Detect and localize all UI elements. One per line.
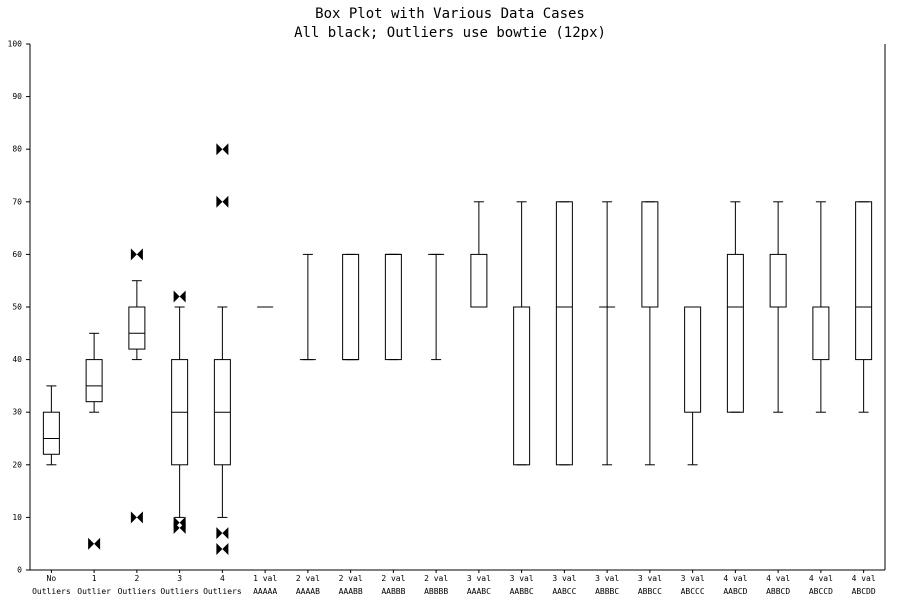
outlier <box>216 542 229 555</box>
x-tick-label: AABBB <box>381 587 405 596</box>
x-tick-label: AAABC <box>467 587 491 596</box>
y-tick-label: 80 <box>12 145 22 154</box>
x-tick-label: 4 val <box>723 574 747 583</box>
x-tick-label: 3 val <box>638 574 662 583</box>
x-tick-label: ABBCD <box>766 587 790 596</box>
x-tick-label: Outliers <box>203 587 242 596</box>
y-tick-label: 70 <box>12 197 22 206</box>
x-tick-label: 2 val <box>424 574 448 583</box>
x-tick-label: ABBCC <box>638 587 662 596</box>
x-tick-label: AABBC <box>510 587 534 596</box>
x-tick-label: AAABB <box>339 587 363 596</box>
x-tick-label: Outlier <box>77 587 111 596</box>
chart-subtitle: All black; Outliers use bowtie (12px) <box>294 25 606 41</box>
x-tick-label: AABCC <box>552 587 576 596</box>
box <box>726 253 744 413</box>
x-tick-label: ABBBC <box>595 587 619 596</box>
x-tick-label: 1 val <box>253 574 277 583</box>
x-tick-label: Outliers <box>160 587 199 596</box>
x-tick-label: AAAAA <box>253 587 277 596</box>
outlier <box>173 516 186 529</box>
y-tick-label: 20 <box>12 460 22 469</box>
x-tick-label: No <box>47 574 57 583</box>
x-tick-label: Outliers <box>32 587 71 596</box>
outlier <box>88 537 101 550</box>
outlier <box>216 527 229 540</box>
outlier <box>130 511 143 524</box>
box <box>855 201 873 361</box>
y-tick-label: 60 <box>12 250 22 259</box>
x-tick-label: AAAAB <box>296 587 320 596</box>
box <box>85 359 103 403</box>
x-tick-label: 4 val <box>766 574 790 583</box>
y-tick-label: 90 <box>12 92 22 101</box>
box <box>128 306 146 350</box>
y-tick-label: 50 <box>12 303 22 312</box>
outlier <box>130 248 143 261</box>
x-tick-label: ABCCD <box>809 587 833 596</box>
x-tick-label: 3 val <box>552 574 576 583</box>
y-tick-label: 100 <box>8 40 23 49</box>
outlier <box>216 195 229 208</box>
x-tick-label: 2 val <box>381 574 405 583</box>
x-tick-label: 3 val <box>595 574 619 583</box>
box <box>555 201 573 466</box>
y-tick-label: 0 <box>17 566 22 575</box>
x-tick-label: 2 <box>134 574 139 583</box>
x-tick-label: 4 val <box>809 574 833 583</box>
x-tick-label: ABCCC <box>681 587 705 596</box>
x-tick-label: 3 val <box>681 574 705 583</box>
x-tick-label: 2 val <box>296 574 320 583</box>
x-tick-label: 3 val <box>467 574 491 583</box>
x-tick-label: AABCD <box>723 587 747 596</box>
x-tick-label: 4 <box>220 574 225 583</box>
x-tick-label: Outliers <box>118 587 157 596</box>
chart-title: Box Plot with Various Data Cases <box>315 6 585 22</box>
x-tick-label: 4 val <box>852 574 876 583</box>
y-tick-label: 10 <box>12 513 22 522</box>
y-tick-label: 40 <box>12 355 22 364</box>
x-tick-label: ABCDD <box>852 587 876 596</box>
outlier <box>216 143 229 156</box>
x-tick-label: 2 val <box>339 574 363 583</box>
x-tick-label: 3 val <box>510 574 534 583</box>
x-tick-label: 3 <box>177 574 182 583</box>
y-tick-label: 30 <box>12 408 22 417</box>
outlier <box>173 290 186 303</box>
box <box>42 411 60 455</box>
x-tick-label: ABBBB <box>424 587 448 596</box>
x-tick-label: 1 <box>92 574 97 583</box>
